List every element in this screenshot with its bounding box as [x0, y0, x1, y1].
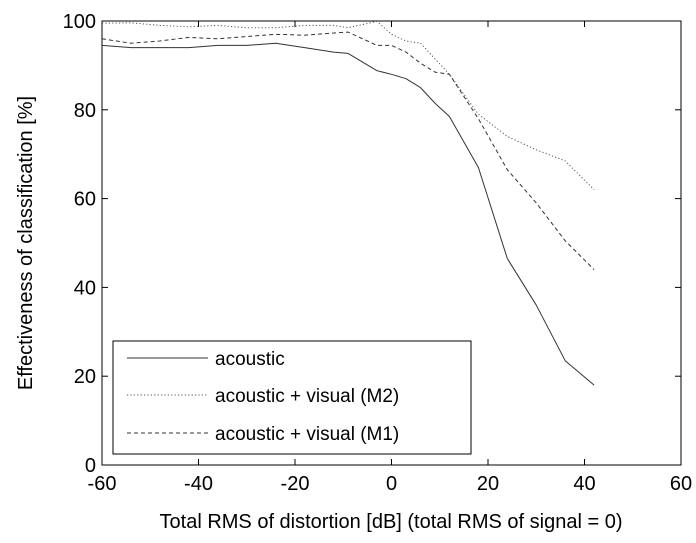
x-axis-label: Total RMS of distortion [dB] (total RMS … [160, 511, 623, 533]
series-line-2 [101, 31, 595, 270]
y-tick-label: 40 [74, 277, 96, 299]
x-tick-label: 20 [477, 473, 499, 495]
x-tick-label: -60 [88, 473, 117, 495]
y-tick-label: 100 [63, 11, 96, 33]
x-tick-label: -20 [281, 473, 310, 495]
legend-label-0: acoustic [215, 349, 285, 370]
y-axis-label: Effectiveness of classification [%] [15, 96, 37, 390]
series-line-0 [101, 42, 595, 386]
x-tick-label: 0 [386, 473, 397, 495]
legend: acoustic acoustic + visual (M2) acoustic +… [112, 340, 472, 455]
y-tick-label: 80 [74, 100, 96, 122]
x-tick-label: -40 [184, 473, 213, 495]
legend-box [112, 340, 472, 455]
y-tick-label: 20 [74, 366, 96, 388]
y-tick-label: 0 [85, 455, 96, 477]
y-tick-label: 60 [74, 189, 96, 211]
series-lines [101, 20, 595, 386]
legend-label-1: acoustic + visual (M2) [215, 386, 399, 407]
axis-ticks: -60 -40 -20 0 20 40 60 0 20 40 60 80 100 [63, 11, 693, 495]
series-line-1 [101, 20, 595, 191]
x-tick-label: 40 [573, 473, 595, 495]
legend-label-2: acoustic + visual (M1) [215, 424, 399, 445]
x-tick-label: 60 [670, 473, 692, 495]
